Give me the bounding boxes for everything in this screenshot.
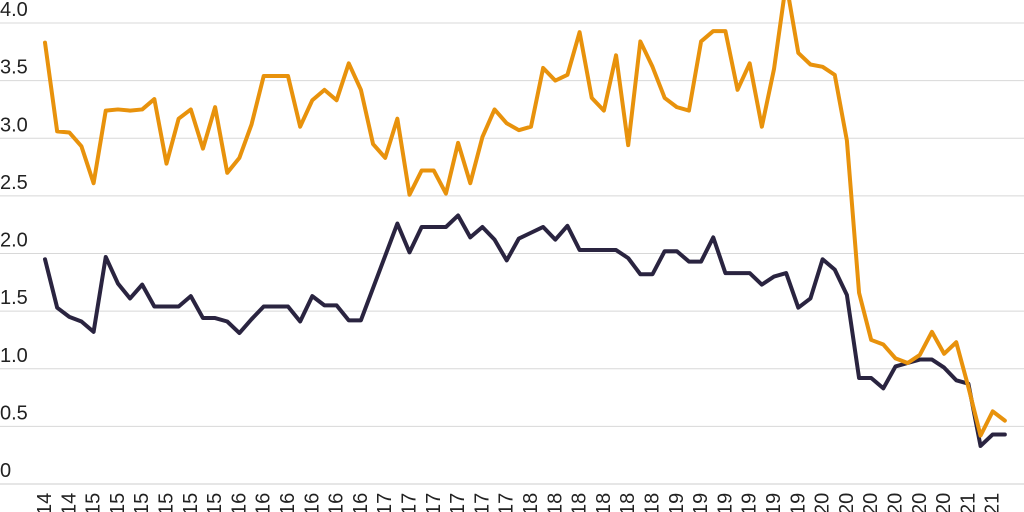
x-tick-label: 19 bbox=[787, 493, 809, 512]
x-tick-label: 20 bbox=[933, 493, 955, 512]
x-tick-label: 20 bbox=[885, 493, 907, 512]
x-tick-label: 21 bbox=[982, 493, 1004, 512]
x-tick-label: 15 bbox=[204, 493, 226, 512]
y-axis-labels: 0 0.5 1.0 1.5 2.0 2.5 3.0 3.5 4.0 bbox=[0, 0, 28, 482]
x-tick-label: 20 bbox=[812, 493, 834, 512]
x-tick-label: 18 bbox=[593, 493, 615, 512]
x-tick-label: 18 bbox=[544, 493, 566, 512]
y-tick-label: 2.5 bbox=[0, 172, 28, 194]
x-tick-label: 18 bbox=[642, 493, 664, 512]
x-tick-label: 19 bbox=[690, 493, 712, 512]
x-tick-label: 19 bbox=[739, 493, 761, 512]
y-tick-label: 3.5 bbox=[0, 57, 28, 79]
x-tick-label: 19 bbox=[714, 493, 736, 512]
x-tick-label: 17 bbox=[399, 493, 421, 512]
x-tick-label: 20 bbox=[909, 493, 931, 512]
x-tick-label: 17 bbox=[423, 493, 445, 512]
x-tick-label: 15 bbox=[180, 493, 202, 512]
x-tick-label: 19 bbox=[763, 493, 785, 512]
series-line-dark-series bbox=[43, 213, 1007, 448]
x-tick-label: 18 bbox=[617, 493, 639, 512]
x-tick-label: 16 bbox=[253, 493, 275, 512]
x-tick-label: 14 bbox=[58, 493, 80, 512]
series-line-orange-series bbox=[43, 0, 1007, 438]
x-tick-label: 15 bbox=[83, 493, 105, 512]
x-tick-label: 19 bbox=[666, 493, 688, 512]
x-tick-label: 17 bbox=[447, 493, 469, 512]
x-tick-label: 20 bbox=[836, 493, 858, 512]
x-tick-label: 16 bbox=[301, 493, 323, 512]
x-tick-label: 16 bbox=[350, 493, 372, 512]
y-tick-label: 0 bbox=[0, 460, 11, 482]
x-tick-label: 16 bbox=[326, 493, 348, 512]
y-tick-label: 1.5 bbox=[0, 287, 28, 309]
y-tick-label: 3.0 bbox=[0, 114, 28, 136]
x-tick-label: 16 bbox=[277, 493, 299, 512]
x-tick-label: 14 bbox=[34, 493, 56, 512]
x-tick-label: 18 bbox=[569, 493, 591, 512]
y-tick-label: 1.0 bbox=[0, 345, 28, 367]
x-tick-label: 15 bbox=[107, 493, 129, 512]
y-tick-label: 0.5 bbox=[0, 402, 28, 424]
x-tick-label: 20 bbox=[860, 493, 882, 512]
x-tick-label: 18 bbox=[520, 493, 542, 512]
x-tick-label: 16 bbox=[228, 493, 250, 512]
y-tick-label: 4.0 bbox=[0, 0, 28, 21]
x-tick-label: 17 bbox=[374, 493, 396, 512]
x-tick-label: 21 bbox=[957, 493, 979, 512]
x-tick-label: 17 bbox=[471, 493, 493, 512]
x-axis-labels: 14 14 15 15 15 15 15 15 16 16 16 16 16 16 17 17 17 17 17 17… bbox=[34, 493, 1004, 512]
x-tick-label: 17 bbox=[496, 493, 518, 512]
x-tick-label: 15 bbox=[131, 493, 153, 512]
y-tick-label: 2.0 bbox=[0, 230, 28, 252]
x-tick-label: 15 bbox=[156, 493, 178, 512]
